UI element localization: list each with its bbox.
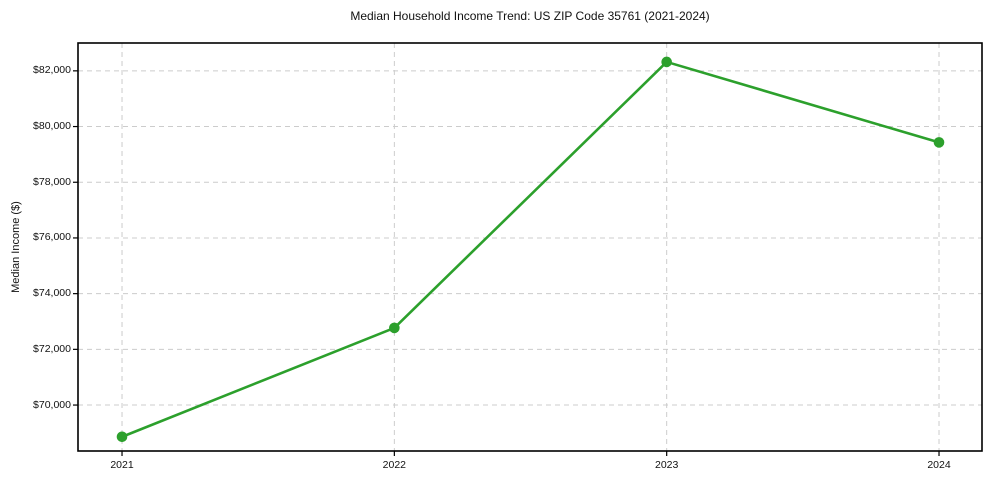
x-tick-label: 2024 (927, 459, 951, 471)
plot-area (73, 42, 983, 456)
data-line (120, 60, 941, 439)
y-tick-label: $80,000 (33, 120, 71, 133)
x-tick-label: 2022 (382, 459, 407, 471)
y-tick-label: $78,000 (33, 175, 71, 188)
data-point (116, 431, 128, 443)
y-axis-label: Median Income ($) (10, 201, 22, 293)
data-point (933, 137, 945, 148)
y-tick-label: $74,000 (33, 287, 71, 300)
y-tick-label: $76,000 (33, 231, 71, 244)
plot-border (77, 42, 983, 452)
y-tick-label: $70,000 (33, 398, 71, 411)
y-tick-label: $72,000 (33, 342, 71, 355)
data-point (389, 322, 400, 334)
data-point (661, 56, 672, 68)
chart-title: Median Household Income Trend: US ZIP Co… (350, 9, 710, 23)
y-tick-label: $82,000 (33, 64, 71, 77)
x-tick-label: 2023 (654, 459, 679, 471)
x-tick-label: 2021 (110, 459, 134, 471)
